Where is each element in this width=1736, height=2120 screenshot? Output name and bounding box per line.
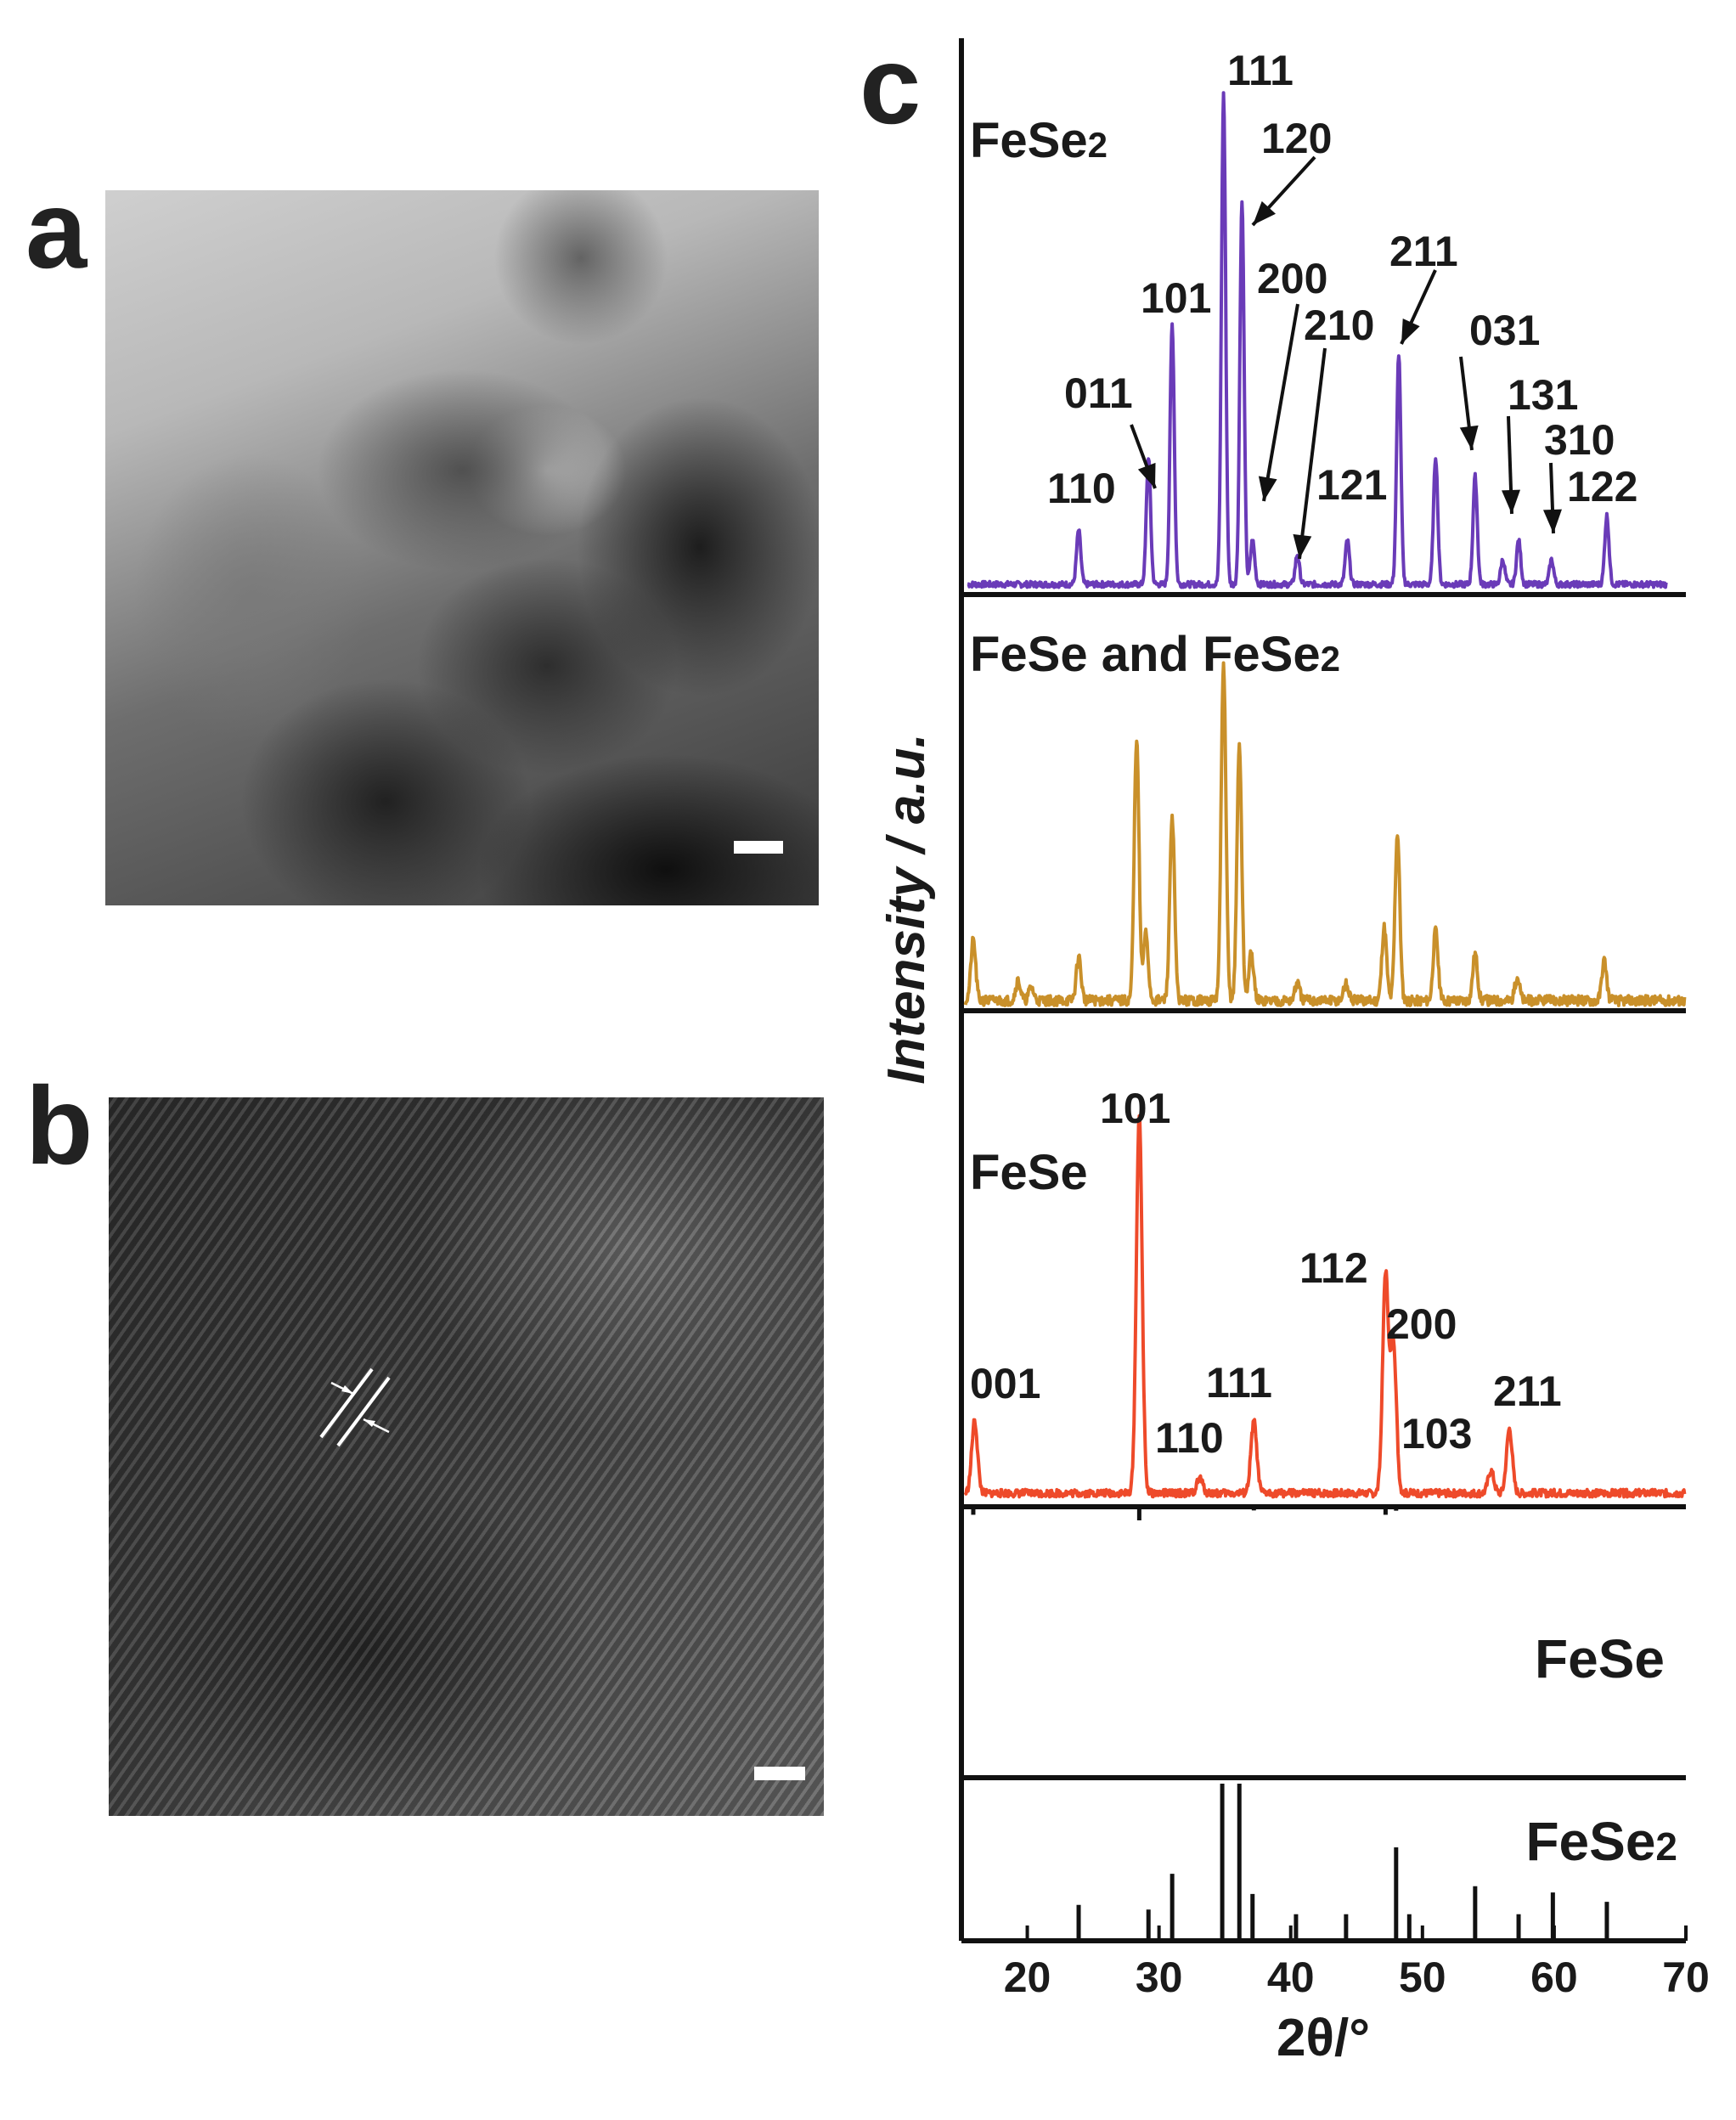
peak-label: 122 bbox=[1567, 463, 1637, 510]
peak-arrow bbox=[1542, 462, 1562, 534]
arrow-shaft bbox=[1262, 303, 1299, 502]
y-axis-label: Intensity / a.u. bbox=[877, 733, 936, 1084]
arrow-head bbox=[1253, 200, 1276, 225]
peak-arrow bbox=[1293, 347, 1327, 560]
arrow-head bbox=[1542, 509, 1562, 533]
peak-label: 110 bbox=[1155, 1414, 1224, 1462]
arrow-head bbox=[1459, 425, 1479, 450]
panel-c-label: c bbox=[860, 23, 922, 147]
arrow-head bbox=[1258, 476, 1277, 501]
peak-arrow bbox=[1258, 303, 1299, 502]
peak-label: 200 bbox=[1257, 255, 1327, 302]
xrd-trace-fese bbox=[963, 1114, 1687, 1499]
peak-label: 210 bbox=[1304, 302, 1374, 349]
arrow-head bbox=[1401, 318, 1420, 344]
peak-label: 112 bbox=[1299, 1244, 1368, 1292]
peak-arrow bbox=[1459, 356, 1479, 451]
peak-label: 121 bbox=[1316, 461, 1387, 509]
hrtem-image-b bbox=[109, 1097, 824, 1816]
peak-label: 011 bbox=[1064, 369, 1133, 417]
panel-a-label: a bbox=[25, 167, 87, 291]
peak-label: 310 bbox=[1544, 416, 1615, 464]
xrd-trace-fese-and-fese2 bbox=[963, 661, 1687, 1007]
peak-label: 131 bbox=[1508, 371, 1578, 419]
panel-b-label: b bbox=[25, 1063, 93, 1187]
arrow-head bbox=[1293, 533, 1312, 559]
x-tick-label: 60 bbox=[1530, 1954, 1578, 2001]
series-label: FeSe bbox=[970, 1145, 1088, 1200]
arrow-head bbox=[1502, 489, 1521, 514]
peak-label: 101 bbox=[1100, 1085, 1170, 1132]
scale-bar-b bbox=[754, 1767, 805, 1780]
peak-label: 200 bbox=[1386, 1300, 1457, 1348]
x-tick-label: 30 bbox=[1136, 1954, 1183, 2001]
reference-label: FeSe bbox=[1535, 1628, 1665, 1689]
scale-bar-a bbox=[734, 841, 783, 854]
x-axis-label: 2θ/° bbox=[1277, 2009, 1370, 2067]
peak-label: 211 bbox=[1389, 228, 1458, 275]
peak-arrow bbox=[1130, 424, 1157, 489]
peak-arrow bbox=[1400, 269, 1437, 345]
peak-label: 101 bbox=[1141, 274, 1211, 322]
peak-label: 031 bbox=[1469, 307, 1540, 354]
tem-image-a bbox=[105, 190, 819, 905]
peak-label: 111 bbox=[1206, 1359, 1272, 1407]
arrow-shaft bbox=[1298, 347, 1327, 560]
reference-label: FeSe2 bbox=[1525, 1811, 1677, 1872]
x-tick-label: 50 bbox=[1399, 1954, 1446, 2001]
peak-label: 211 bbox=[1493, 1367, 1562, 1415]
x-tick-label: 20 bbox=[1004, 1954, 1051, 2001]
arrow-head bbox=[1137, 462, 1156, 488]
peak-label: 001 bbox=[970, 1360, 1040, 1407]
peak-arrow bbox=[1251, 155, 1316, 227]
peak-label: 120 bbox=[1261, 115, 1332, 162]
lattice-spacing-marker bbox=[319, 1367, 391, 1447]
peak-label: 111 bbox=[1227, 47, 1294, 94]
peak-label: 110 bbox=[1047, 465, 1116, 512]
xrd-trace-fese2 bbox=[967, 91, 1668, 589]
x-tick-label: 40 bbox=[1267, 1954, 1315, 2001]
series-label: FeSe and FeSe2 bbox=[970, 627, 1340, 682]
peak-label: 103 bbox=[1401, 1410, 1472, 1458]
peak-arrow bbox=[1502, 415, 1521, 515]
series-label: FeSe2 bbox=[970, 113, 1108, 168]
x-tick-label: 70 bbox=[1662, 1954, 1710, 2001]
